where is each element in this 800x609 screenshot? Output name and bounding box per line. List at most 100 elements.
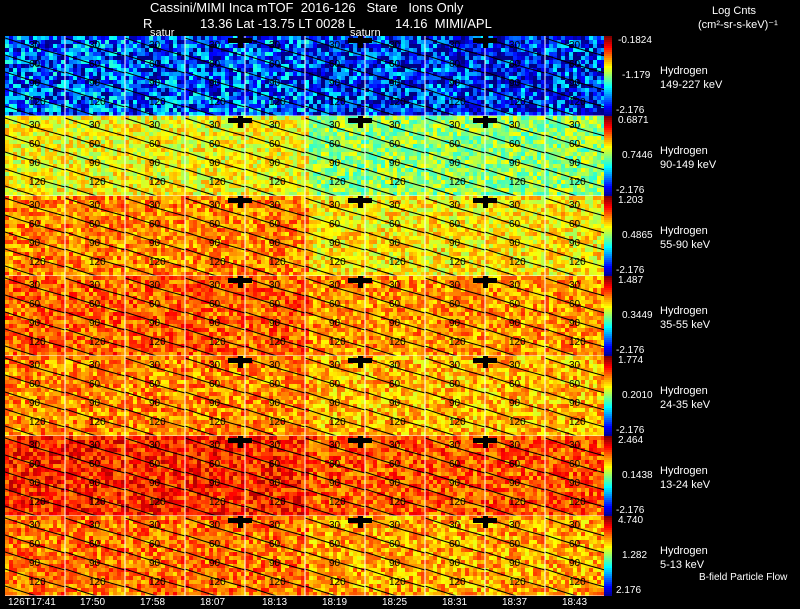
colorbar-min-label: -2.176 bbox=[616, 345, 644, 356]
contour-label: 30 bbox=[149, 360, 161, 371]
contour-label: 90 bbox=[449, 78, 461, 89]
colorbar-segment bbox=[604, 68, 612, 70]
colorbar-segment bbox=[604, 510, 612, 512]
contour-line bbox=[244, 534, 306, 554]
colorbar-segment bbox=[604, 230, 612, 232]
contour-line bbox=[544, 311, 606, 331]
colorbar-segment bbox=[604, 528, 612, 530]
colorbar-segment bbox=[604, 508, 612, 510]
contour-label: 120 bbox=[509, 577, 526, 588]
colorbar-segment bbox=[604, 280, 612, 282]
contour-line bbox=[64, 357, 126, 377]
contour-line bbox=[64, 197, 126, 217]
colorbar-segment bbox=[604, 382, 612, 384]
contour-line bbox=[304, 517, 366, 537]
colorbar-segment bbox=[604, 36, 612, 38]
contour-line bbox=[64, 471, 126, 491]
colorbar-segment bbox=[604, 380, 612, 382]
contour-line bbox=[64, 534, 126, 554]
colorbar-segment bbox=[604, 118, 612, 120]
colorbar-segment bbox=[604, 360, 612, 362]
species-label: Hydrogen bbox=[660, 65, 708, 77]
colorbar-segment bbox=[604, 338, 612, 340]
contour-line bbox=[544, 488, 606, 508]
contour-label: 30 bbox=[329, 280, 341, 291]
contour-line bbox=[244, 488, 306, 508]
colorbar-segment bbox=[604, 102, 612, 104]
panel-0: 30 60 90 120 30 60 90 120 30 60 90 120 30 60 90 120 30 60… bbox=[4, 36, 606, 125]
colorbar-segment bbox=[604, 476, 612, 478]
contour-line bbox=[364, 488, 426, 508]
colorbar-segment bbox=[604, 452, 612, 454]
colorbar-segment bbox=[604, 112, 612, 114]
contour-label: 60 bbox=[89, 219, 101, 230]
colorbar-segment bbox=[604, 504, 612, 506]
contour-label: 120 bbox=[149, 577, 166, 588]
contour-label: 30 bbox=[449, 200, 461, 211]
colorbar-segment bbox=[604, 208, 612, 210]
contour-label: 90 bbox=[389, 78, 401, 89]
contour-label: 60 bbox=[149, 379, 161, 390]
colorbar-segment bbox=[604, 152, 612, 154]
contour-line bbox=[184, 117, 246, 137]
colorbar-segment bbox=[604, 384, 612, 386]
contour-label: 90 bbox=[29, 398, 41, 409]
colorbar-segment bbox=[604, 344, 612, 346]
colorbar-segment bbox=[604, 346, 612, 348]
contour-label: 90 bbox=[89, 158, 101, 169]
colorbar-segment bbox=[604, 304, 612, 306]
contour-label: 90 bbox=[269, 238, 281, 249]
contour-line bbox=[184, 197, 246, 217]
contour-label: 90 bbox=[29, 478, 41, 489]
contour-line bbox=[184, 88, 246, 108]
contour-line bbox=[124, 408, 186, 428]
contour-line bbox=[424, 71, 486, 91]
colorbar-segment bbox=[604, 520, 612, 522]
colorbar-segment bbox=[604, 126, 612, 128]
contour-label: 90 bbox=[569, 398, 581, 409]
contour-line bbox=[64, 71, 126, 91]
colorbar-segment bbox=[604, 388, 612, 390]
colorbar-segment bbox=[604, 52, 612, 54]
contour-label: 90 bbox=[329, 158, 341, 169]
colorbar-segment bbox=[604, 538, 612, 540]
colorbar-segment bbox=[604, 140, 612, 142]
colorbar-title: Log Cnts bbox=[712, 4, 756, 18]
colorbar-segment bbox=[604, 192, 612, 194]
contour-label: 60 bbox=[149, 219, 161, 230]
contour-line bbox=[304, 294, 366, 314]
contour-label: 60 bbox=[509, 379, 521, 390]
contour-label: 60 bbox=[269, 59, 281, 70]
contour-line bbox=[244, 168, 306, 188]
contour-line bbox=[424, 197, 486, 217]
contour-line bbox=[424, 391, 486, 411]
contour-label: 90 bbox=[449, 158, 461, 169]
colorbar-segment bbox=[604, 524, 612, 526]
contour-label: 60 bbox=[569, 459, 581, 470]
instrument-info: 14.16 MIMI/APL bbox=[395, 17, 492, 31]
contour-label: 90 bbox=[569, 158, 581, 169]
contour-label: 120 bbox=[269, 257, 286, 268]
contour-label: 30 bbox=[329, 40, 341, 51]
contour-label: 30 bbox=[269, 40, 281, 51]
contour-label: 90 bbox=[89, 558, 101, 569]
contour-line bbox=[304, 214, 366, 234]
contour-label: 30 bbox=[209, 40, 221, 51]
contour-line bbox=[364, 328, 426, 348]
contour-label: 30 bbox=[29, 280, 41, 291]
contour-label: 30 bbox=[569, 440, 581, 451]
contour-label: 120 bbox=[389, 497, 406, 508]
colorbar-segment bbox=[604, 412, 612, 414]
colorbar-segment bbox=[604, 284, 612, 286]
contour-line bbox=[124, 357, 186, 377]
colorbar-segment bbox=[604, 328, 612, 330]
contour-label: 30 bbox=[149, 120, 161, 131]
contour-label: 60 bbox=[449, 379, 461, 390]
colorbar-segment bbox=[604, 188, 612, 190]
contour-line bbox=[484, 488, 546, 508]
contour-label: 30 bbox=[269, 360, 281, 371]
contour-line bbox=[184, 54, 246, 74]
contour-label: 120 bbox=[389, 577, 406, 588]
contour-label: 120 bbox=[329, 337, 346, 348]
contour-line bbox=[184, 391, 246, 411]
